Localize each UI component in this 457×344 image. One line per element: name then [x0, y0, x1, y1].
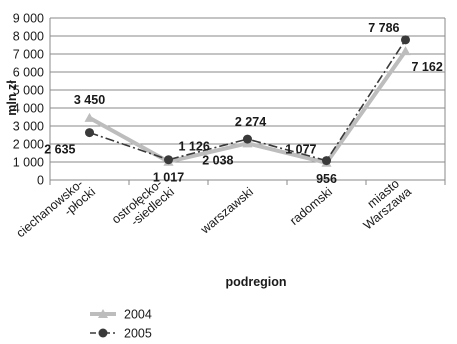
data-label: 956 — [316, 172, 337, 186]
y-tick-label: 2 000 — [13, 138, 44, 152]
y-tick-label: 4 000 — [13, 102, 44, 116]
data-point-circle — [401, 35, 410, 45]
x-axis-category-labels: ciechanowsko--płocki ostrołęcko--siedleck… — [14, 176, 414, 240]
y-tick-label: 3 000 — [13, 120, 44, 134]
legend: 2004 2005 — [90, 308, 152, 341]
gridlines — [49, 17, 446, 185]
data-label: 1 077 — [285, 143, 316, 157]
y-tick-label: 1 000 — [13, 156, 44, 170]
data-label: 2 038 — [202, 153, 233, 167]
data-label: 2 274 — [235, 115, 266, 129]
y-tick-label: 7 000 — [13, 48, 44, 62]
series-group: 3 450 1 017 2 038 956 7 162 2 635 1 126 2 274 1 … — [44, 21, 443, 186]
data-label: 1 017 — [153, 171, 184, 185]
y-tick-label: 8 000 — [13, 30, 44, 44]
data-label: 7 162 — [412, 60, 443, 74]
data-label: 3 450 — [74, 93, 105, 107]
x-category-label: warszawski — [197, 185, 256, 237]
data-point-triangle — [84, 112, 95, 122]
series-2005 — [85, 35, 410, 166]
data-point-circle — [243, 134, 252, 144]
legend-label: 2004 — [124, 308, 152, 322]
x-category-label-line: warszawski — [197, 185, 256, 237]
legend-label: 2005 — [124, 327, 152, 341]
data-label: 7 786 — [368, 21, 399, 35]
y-tick-label: 6 000 — [13, 66, 44, 80]
y-tick-label: 5 000 — [13, 84, 44, 98]
y-axis-title: mln zł — [5, 80, 19, 116]
y-tick-label: 9 000 — [13, 12, 44, 26]
x-category-label-line: radomski — [287, 185, 335, 228]
y-tick-label: 0 — [37, 174, 44, 188]
data-label: 2 635 — [44, 143, 75, 157]
x-category-label: radomski — [287, 185, 335, 228]
data-point-triangle — [400, 46, 411, 56]
x-category-label: ciechanowsko--płocki — [14, 176, 98, 240]
x-axis-title: podregion — [225, 275, 286, 289]
data-label: 1 126 — [179, 140, 210, 154]
legend-item-2005: 2005 — [90, 327, 152, 341]
y-axis-ticks: 0 1 000 2 000 3 000 4 000 5 000 6 000 7 000 8 00… — [13, 12, 44, 188]
data-point-circle — [322, 156, 331, 166]
legend-marker-triangle — [98, 309, 108, 318]
legend-item-2004: 2004 — [90, 308, 152, 322]
legend-marker-circle — [98, 328, 108, 338]
data-point-circle — [85, 128, 94, 138]
data-point-circle — [164, 155, 173, 165]
